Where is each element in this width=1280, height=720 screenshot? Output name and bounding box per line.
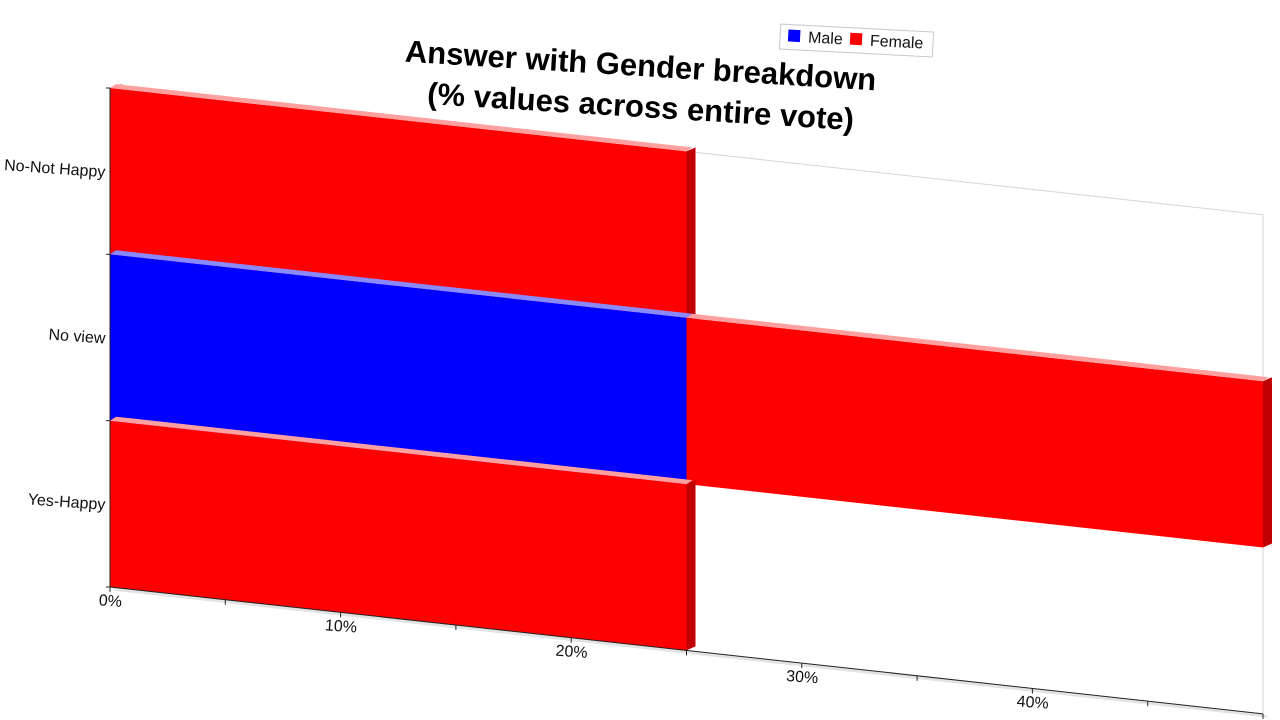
bar-side-female-1 — [1263, 377, 1272, 548]
bar-top-female-2 — [110, 416, 693, 485]
legend: Male Female — [778, 23, 935, 58]
x-tick-label: 10% — [324, 617, 357, 636]
legend-item-female: Female — [849, 32, 924, 53]
floor-edge — [110, 587, 1269, 718]
bar-male-no-view — [110, 254, 687, 485]
x-tick-label: 30% — [786, 668, 819, 687]
legend-label: Male — [808, 30, 844, 49]
y-tick-label: No-Not Happy — [4, 157, 106, 181]
x-tick-label: 50% — [1247, 719, 1280, 720]
legend-label: Female — [870, 33, 924, 53]
x-tick-label: 20% — [555, 643, 588, 662]
legend-swatch — [849, 32, 863, 46]
bar-top-female-1 — [686, 313, 1269, 382]
bar-female-yes-happy — [110, 420, 687, 651]
axis-layer: No-Not Happy No view Yes-Happy 0% 10% 20% 30% 4… — [4, 87, 1280, 720]
bar-female-no-not-happy — [110, 88, 687, 318]
x-tick-label: 0% — [98, 592, 122, 611]
bar-layer — [110, 84, 1272, 651]
legend-swatch — [787, 29, 801, 43]
y-tick-label: No view — [48, 327, 106, 348]
y-tick-label: Yes-Happy — [27, 491, 106, 513]
x-tick-label: 40% — [1016, 693, 1049, 712]
bar-female-no-view — [686, 317, 1263, 548]
bar-top-male-1 — [110, 250, 693, 318]
bar-side-female-0 — [686, 147, 696, 318]
legend-item-male: Male — [787, 29, 844, 49]
bar-side-female-2 — [686, 480, 696, 651]
bar-top-female-0 — [110, 84, 693, 152]
